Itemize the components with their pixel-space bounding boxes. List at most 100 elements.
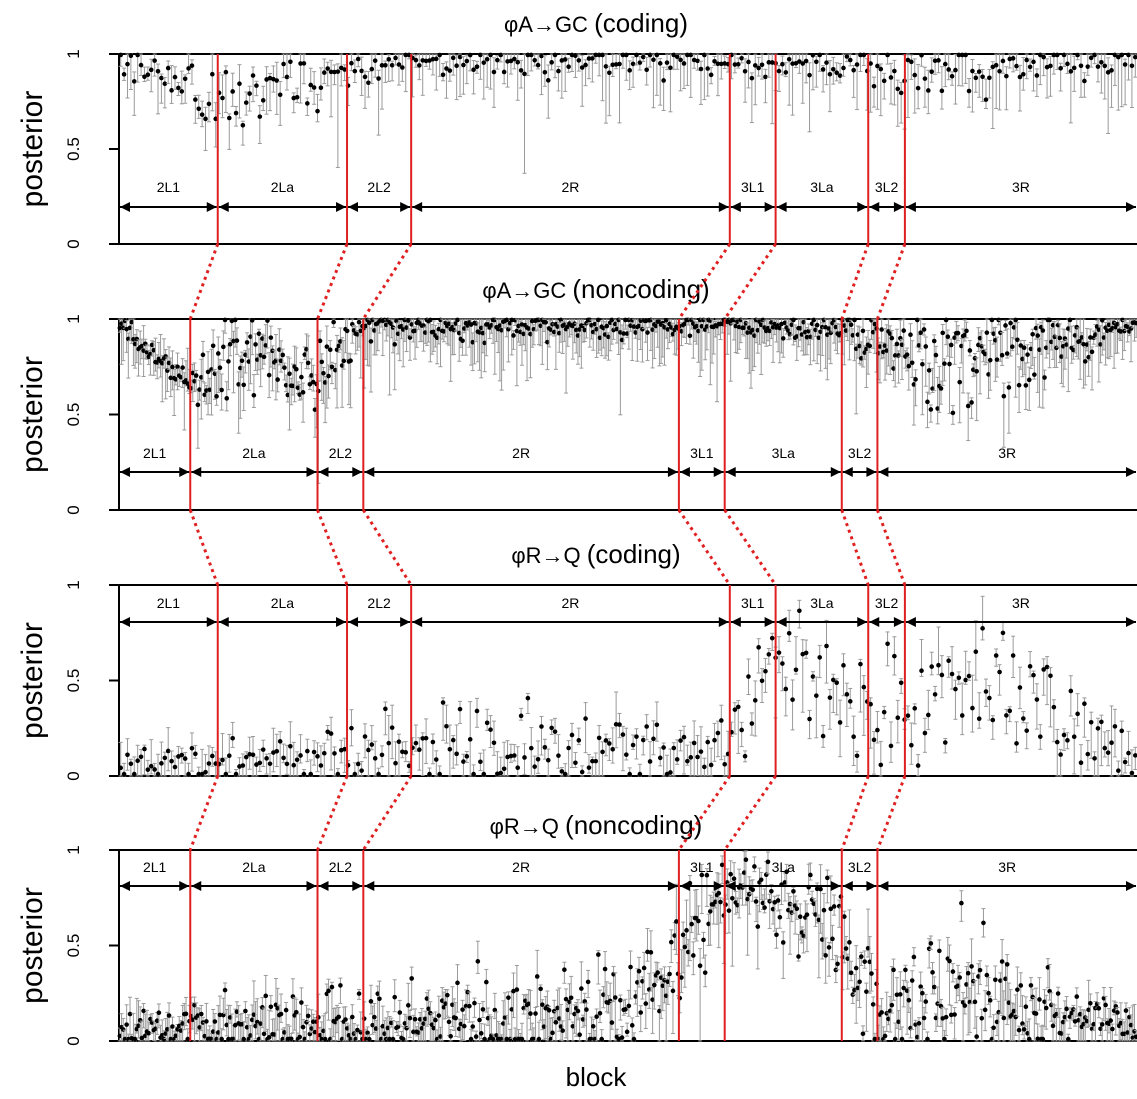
data-point	[804, 651, 809, 656]
data-point	[909, 60, 914, 65]
data-point	[295, 95, 300, 100]
data-point	[529, 53, 534, 58]
data-point	[1079, 760, 1084, 765]
data-point	[502, 767, 507, 772]
data-point	[169, 88, 174, 93]
segment-label: 2L2	[367, 179, 391, 195]
data-point	[312, 85, 317, 90]
data-point	[265, 318, 270, 323]
data-point	[811, 53, 816, 58]
data-point	[1048, 64, 1053, 69]
data-point	[919, 668, 924, 673]
data-point	[821, 734, 826, 739]
data-point	[345, 329, 350, 334]
data-point	[994, 653, 999, 658]
data-point	[963, 53, 968, 58]
data-point	[319, 360, 324, 365]
data-point	[1109, 68, 1114, 73]
data-point	[203, 117, 208, 122]
data-point	[1032, 372, 1037, 377]
data-point	[814, 693, 819, 698]
data-point	[719, 718, 724, 723]
data-point	[997, 670, 1002, 675]
data-point	[899, 680, 904, 685]
data-point	[855, 753, 860, 758]
data-point	[919, 53, 924, 58]
y-tick-label: 1	[64, 580, 83, 589]
data-point	[596, 318, 601, 323]
data-point	[1008, 321, 1013, 326]
data-point	[1027, 378, 1032, 383]
data-point	[214, 394, 219, 399]
arrow-head-left	[412, 617, 422, 627]
arrow-head-right	[207, 617, 217, 627]
data-point	[967, 89, 972, 94]
data-point	[974, 369, 979, 374]
y-tick-label: 0.5	[64, 137, 83, 161]
segment-label: 3L1	[741, 179, 765, 195]
data-point	[791, 318, 796, 323]
data-point	[889, 75, 894, 80]
data-point	[322, 751, 327, 756]
data-point	[417, 63, 422, 68]
data-point	[448, 747, 453, 752]
arrow-head-right	[207, 202, 217, 212]
data-point	[1126, 751, 1131, 756]
data-point	[268, 761, 273, 766]
data-point	[994, 63, 999, 68]
data-point	[230, 89, 235, 94]
arrow-head-right	[866, 467, 876, 477]
data-point	[194, 373, 199, 378]
data-point	[325, 66, 330, 71]
data-point	[253, 342, 258, 347]
data-point	[216, 351, 221, 356]
data-point	[1011, 56, 1016, 61]
data-point	[139, 754, 144, 759]
data-point	[607, 741, 612, 746]
panel-title: φA→GC (noncoding)	[482, 274, 709, 304]
segment-label: 2La	[271, 179, 295, 195]
data-point	[373, 58, 378, 63]
segment-label: 2La	[271, 595, 295, 611]
data-point	[390, 725, 395, 730]
data-point	[488, 727, 493, 732]
data-point	[515, 765, 520, 770]
data-point	[699, 67, 704, 72]
data-point	[1058, 336, 1063, 341]
data-point	[905, 352, 910, 357]
arrow-head-right	[831, 467, 841, 477]
data-point	[481, 772, 486, 777]
data-point	[743, 754, 748, 759]
data-point	[936, 663, 941, 668]
data-point	[1024, 383, 1029, 388]
data-point	[321, 371, 326, 376]
data-point	[974, 76, 979, 81]
data-point	[1075, 53, 1080, 58]
data-point	[604, 324, 609, 329]
data-point	[305, 101, 310, 106]
data-point	[315, 109, 320, 114]
data-point	[923, 731, 928, 736]
data-point	[228, 342, 233, 347]
data-point	[193, 752, 198, 757]
arrow-head-left	[191, 467, 201, 477]
arrow-head-left	[319, 467, 329, 477]
data-point	[566, 64, 571, 69]
arrow-head-left	[731, 202, 741, 212]
data-points	[118, 318, 1137, 484]
arrow-head-left	[869, 202, 879, 212]
data-point	[838, 73, 843, 78]
segment-label: 3L2	[875, 595, 899, 611]
data-point	[824, 644, 829, 649]
data-point	[940, 331, 945, 336]
data-point	[532, 764, 537, 769]
data-point	[841, 663, 846, 668]
data-point	[241, 383, 246, 388]
data-point	[987, 696, 992, 701]
segment-label: 3La	[810, 595, 834, 611]
data-point	[230, 736, 235, 741]
data-point	[692, 741, 697, 746]
data-point	[1014, 64, 1019, 69]
data-point	[943, 62, 948, 67]
